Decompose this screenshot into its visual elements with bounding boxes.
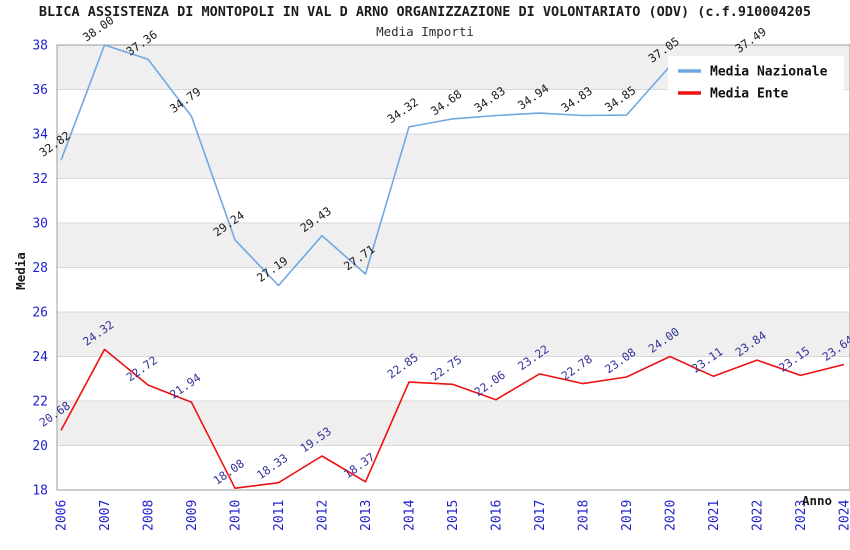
x-tick-label: 2006 (55, 500, 70, 531)
x-tick-label: 2017 (533, 500, 548, 531)
y-tick-label: 36 (32, 83, 48, 98)
y-tick-label: 28 (32, 261, 48, 276)
legend-label: Media Ente (710, 87, 788, 102)
y-tick-label: 32 (32, 172, 48, 187)
x-tick-label: 2019 (620, 500, 635, 531)
series-line-media-ente (60, 348, 845, 489)
x-tick-label: 2016 (490, 500, 505, 531)
x-tick-label: 2015 (446, 500, 461, 531)
x-tick-label: 2010 (229, 500, 244, 531)
y-tick-label: 24 (32, 350, 48, 365)
x-tick-label: 2014 (403, 500, 418, 531)
x-tick-label: 2023 (794, 500, 809, 531)
y-tick-label: 22 (32, 395, 48, 410)
x-tick-label: 2021 (707, 500, 722, 531)
x-tick-label: 2018 (577, 500, 592, 531)
x-tick-label: 2011 (272, 500, 287, 531)
x-tick-label: 2024 (838, 500, 850, 531)
x-tick-label: 2013 (359, 500, 374, 531)
x-tick-label: 2009 (185, 500, 200, 531)
plot-border (56, 44, 850, 491)
x-tick-label: 2022 (751, 500, 766, 531)
x-axis-ticks: 2006 2007 2008 2009 2010 2011 2012 2013 2014 2015… (55, 500, 850, 531)
x-tick-label: 2012 (316, 500, 331, 531)
y-axis-title: Media (13, 252, 28, 290)
x-tick-label: 2007 (98, 500, 113, 531)
y-tick-label: 26 (32, 306, 48, 321)
legend: Media Nazionale Media Ente (668, 56, 844, 105)
legend-label: Media Nazionale (710, 65, 828, 80)
y-tick-label: 30 (32, 217, 48, 232)
y-tick-label: 34 (32, 128, 48, 143)
x-axis-title: Anno (802, 493, 832, 508)
x-tick-label: 2008 (142, 500, 157, 531)
chart-subtitle: Media Importi (376, 24, 474, 39)
y-axis-ticks: 18 20 22 24 26 28 30 32 34 36 38 (32, 39, 48, 499)
y-tick-label: 20 (32, 439, 48, 454)
legend-box (668, 56, 844, 105)
x-tick-label: 2020 (664, 500, 679, 531)
chart-title: BLICA ASSISTENZA DI MONTOPOLI IN VAL D A… (38, 4, 812, 20)
y-tick-label: 18 (32, 484, 48, 499)
y-tick-label: 38 (32, 39, 48, 54)
